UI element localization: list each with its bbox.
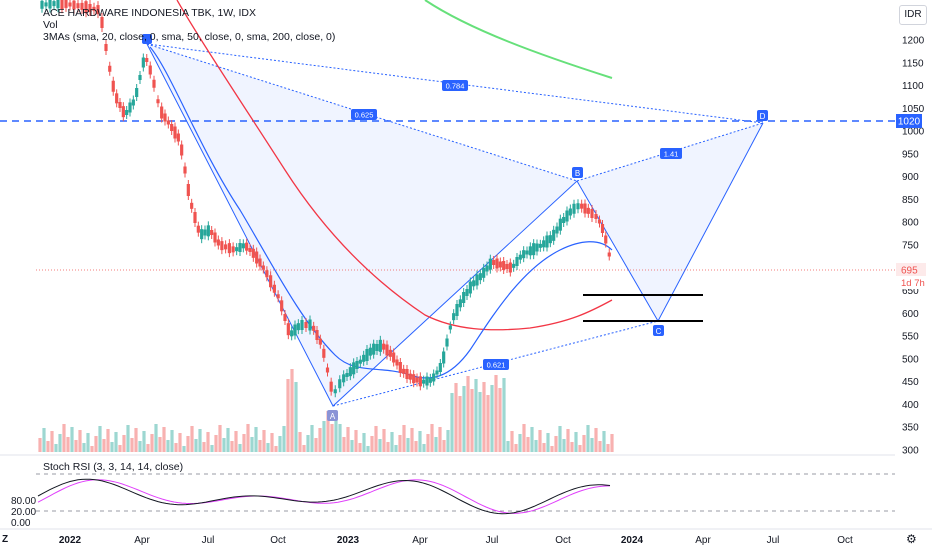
price-tick: 1000 [902, 127, 925, 138]
time-tick: Apr [695, 535, 711, 546]
time-tick: Jul [767, 535, 780, 546]
price-tick: 800 [902, 218, 919, 229]
price-tick: 550 [902, 332, 919, 343]
time-tick: Apr [412, 535, 428, 546]
ratio-label-0625: 0.625 [351, 109, 377, 120]
time-tick: Oct [555, 535, 571, 546]
ma200-line [424, 0, 613, 79]
pattern-point-c[interactable]: C [653, 325, 664, 336]
rsi-tick-0: 0.00 [11, 518, 31, 529]
price-tick: 1150 [902, 58, 924, 69]
pattern-point-d[interactable]: D [757, 110, 768, 121]
time-tick: 2023 [337, 535, 360, 546]
price-tick: 900 [902, 172, 919, 183]
pattern-xd-line [146, 43, 764, 124]
currency-selector[interactable]: IDR [899, 5, 927, 25]
time-tick: 2022 [59, 535, 82, 546]
price-tick: 500 [902, 354, 919, 365]
gear-icon[interactable]: ⚙ [906, 532, 917, 546]
rsi-legend[interactable]: Stoch RSI (3, 3, 14, 14, close) [43, 461, 184, 473]
price-tick: 850 [902, 195, 919, 206]
svg-text:C: C [656, 327, 662, 336]
price-tick: 300 [902, 446, 919, 457]
price-axis[interactable]: 1200115011001050100095090085080075070065… [902, 36, 925, 457]
time-tick: Oct [270, 535, 286, 546]
svg-text:0.621: 0.621 [487, 361, 506, 370]
time-tick: Apr [134, 535, 150, 546]
svg-text:1.41: 1.41 [664, 150, 679, 159]
ratio-label-141: 1.41 [660, 148, 682, 159]
svg-text:1d 7h: 1d 7h [901, 278, 925, 289]
volume-bars [38, 369, 614, 452]
pattern-point-x [142, 34, 152, 44]
price-tick: 950 [902, 149, 919, 160]
last-price-label: 695 1d 7h [896, 263, 926, 289]
svg-text:A: A [330, 412, 336, 421]
rsi-tick-20: 20.00 [11, 507, 36, 518]
tradingview-logo[interactable]: Z [2, 534, 9, 545]
svg-text:695: 695 [901, 266, 918, 277]
pattern-fill-xab [147, 44, 577, 406]
price-tick: 650 [902, 286, 919, 297]
pattern-fill-bcd [577, 123, 763, 321]
ma20-line [149, 46, 613, 379]
ma50-line [176, 0, 613, 331]
pattern-point-b[interactable]: B [572, 167, 583, 178]
price-tick: 750 [902, 241, 919, 252]
stoch-rsi-pane[interactable]: 80.00 20.00 0.00 [11, 473, 895, 529]
time-tick: Jul [202, 535, 215, 546]
time-tick: 2024 [621, 535, 644, 546]
price-tick: 1100 [902, 81, 924, 92]
rsi-d-line [37, 479, 611, 514]
price-tick: 450 [902, 377, 919, 388]
price-label-1020: 1020 [896, 114, 922, 128]
rsi-tick-80: 80.00 [11, 496, 36, 507]
svg-text:D: D [760, 112, 766, 121]
chart-legend: ACE HARDWARE INDONESIA TBK, 1W, IDX Vol … [43, 7, 335, 43]
time-tick: Oct [837, 535, 853, 546]
indicator-label[interactable]: 3MAs (sma, 20, close, 0, sma, 50, close,… [43, 31, 336, 43]
svg-text:1020: 1020 [898, 117, 921, 128]
volume-label: Vol [43, 19, 58, 31]
price-tick: 1050 [902, 104, 925, 115]
price-tick: 600 [902, 309, 919, 320]
symbol-title[interactable]: ACE HARDWARE INDONESIA TBK, 1W, IDX [43, 7, 256, 19]
rsi-k-line [37, 478, 611, 515]
ratio-label-0784: 0.784 [442, 80, 468, 91]
price-tick: 1200 [902, 36, 925, 47]
svg-text:B: B [575, 169, 580, 178]
candlesticks [40, 0, 611, 398]
pattern-point-a[interactable]: A [327, 410, 338, 421]
time-tick: Jul [486, 535, 499, 546]
price-tick: 350 [902, 423, 919, 434]
svg-text:0.784: 0.784 [446, 82, 465, 91]
time-axis[interactable]: 2022 Apr Jul Oct 2023 Apr Jul Oct 2024 Apr Jul Oct [59, 535, 853, 546]
price-tick: 400 [902, 400, 919, 411]
ratio-label-0621: 0.621 [483, 359, 509, 370]
svg-text:0.625: 0.625 [355, 111, 374, 120]
